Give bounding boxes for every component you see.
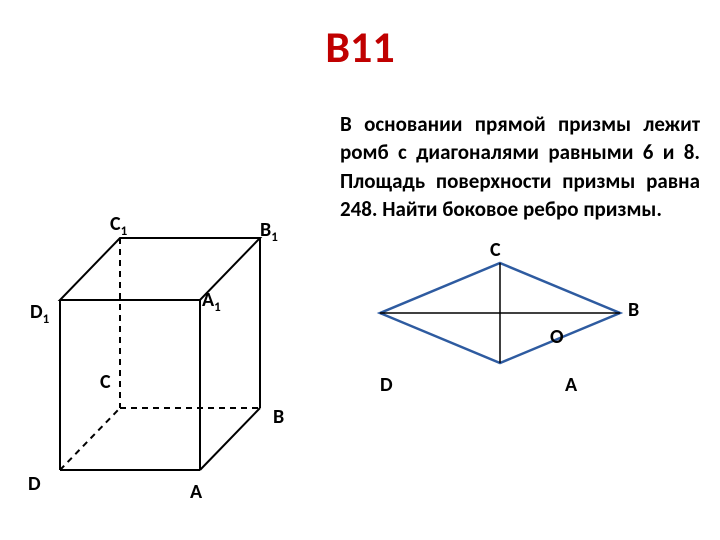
problem-text: В основании прямой призмы лежит ромб с д… bbox=[340, 110, 700, 223]
label-B: B bbox=[273, 405, 284, 429]
label-A: A bbox=[190, 480, 202, 504]
label-C1: C1 bbox=[110, 212, 127, 239]
prism-figure: C1 B1 D1 A1 C B D A bbox=[0, 110, 340, 510]
rlabel-C: C bbox=[490, 238, 501, 262]
label-D: D bbox=[28, 472, 41, 496]
rlabel-B: B bbox=[628, 298, 639, 322]
main-row: C1 B1 D1 A1 C B D A В основании прямой п… bbox=[0, 110, 720, 510]
label-B1: B1 bbox=[260, 218, 278, 245]
rlabel-D: D bbox=[380, 373, 393, 397]
right-column: В основании прямой призмы лежит ромб с д… bbox=[340, 110, 720, 510]
face-top bbox=[60, 238, 260, 300]
rlabel-O: O bbox=[550, 325, 564, 349]
edge-bottom-left-hidden bbox=[60, 408, 120, 470]
page-title: В11 bbox=[0, 20, 720, 74]
rhombus-figure: C B A D O bbox=[340, 243, 660, 423]
rlabel-A: A bbox=[565, 373, 577, 397]
edge-bottom-right bbox=[200, 408, 260, 470]
label-D1: D1 bbox=[30, 300, 49, 327]
label-A1: A1 bbox=[202, 288, 221, 315]
prism-svg bbox=[0, 110, 340, 530]
label-C: C bbox=[100, 370, 111, 394]
